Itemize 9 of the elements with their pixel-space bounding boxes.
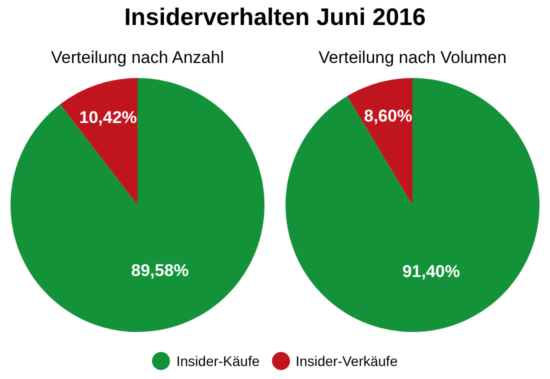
data-label: 10,42% (79, 108, 137, 128)
chart-subtitle: Verteilung nach Volumen (317, 48, 508, 68)
data-label: 91,40% (402, 262, 460, 282)
legend-label: Insider-Verkäufe (296, 353, 398, 369)
chart-title: Insiderverhalten Juni 2016 (123, 4, 427, 32)
data-label: 89,58% (131, 260, 189, 280)
legend-label: Insider-Käufe (176, 353, 260, 369)
chart-subtitle: Verteilung nach Anzahl (50, 48, 225, 68)
data-label: 8,60% (364, 106, 412, 126)
